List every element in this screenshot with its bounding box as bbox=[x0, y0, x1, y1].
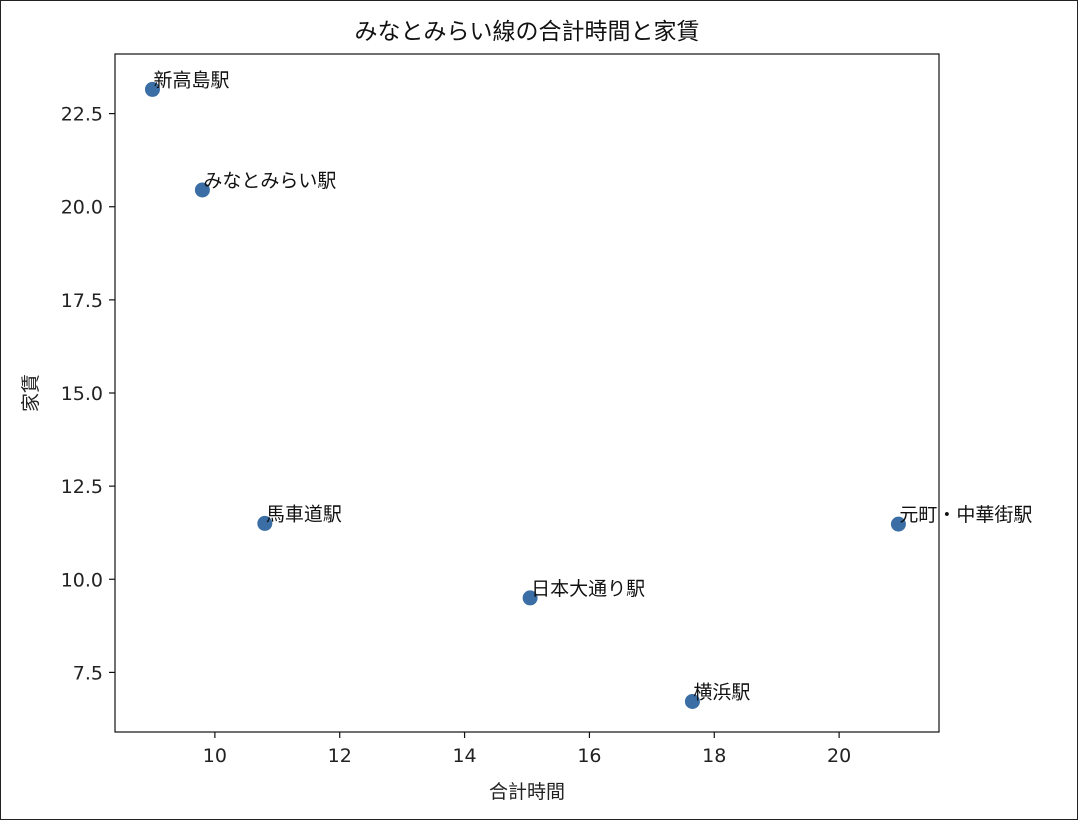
scatter-point bbox=[522, 590, 538, 606]
point-label: 元町・中華街駅 bbox=[899, 504, 1032, 526]
x-axis-ticks: 10 12 14 16 18 20 bbox=[203, 732, 851, 767]
plot-area bbox=[114, 53, 940, 733]
x-axis-title: 合計時間 bbox=[489, 781, 565, 803]
point-label: みなとみらい駅 bbox=[203, 170, 336, 192]
point-label: 日本大通り駅 bbox=[531, 578, 645, 600]
y-tick-label: 20.0 bbox=[61, 197, 103, 219]
scatter-point bbox=[257, 515, 273, 531]
y-tick-label: 10.0 bbox=[61, 569, 103, 591]
x-tick-label: 14 bbox=[452, 745, 476, 767]
chart-title: みなとみらい線の合計時間と家賃 bbox=[355, 19, 700, 45]
y-axis-ticks: 7.5 10.0 12.5 15.0 17.5 20.0 22.5 bbox=[61, 104, 115, 684]
scatter-point bbox=[194, 182, 210, 198]
x-tick-label: 16 bbox=[577, 745, 601, 767]
x-tick-label: 12 bbox=[328, 745, 352, 767]
x-tick-label: 20 bbox=[827, 745, 851, 767]
x-tick-label: 10 bbox=[203, 745, 227, 767]
y-tick-label: 17.5 bbox=[61, 290, 103, 312]
y-tick-label: 12.5 bbox=[61, 476, 103, 498]
data-points bbox=[144, 81, 906, 709]
y-tick-label: 15.0 bbox=[61, 383, 103, 405]
point-label: 横浜駅 bbox=[693, 681, 750, 703]
x-tick-label: 18 bbox=[702, 745, 726, 767]
point-label: 馬車道駅 bbox=[266, 503, 342, 525]
y-tick-label: 22.5 bbox=[61, 104, 103, 126]
scatter-point bbox=[144, 81, 160, 97]
scatter-point bbox=[684, 693, 700, 709]
y-tick-label: 7.5 bbox=[73, 662, 103, 684]
point-label: 新高島駅 bbox=[153, 69, 229, 91]
scatter-point bbox=[890, 516, 906, 532]
y-axis-title: 家賃 bbox=[20, 374, 42, 412]
